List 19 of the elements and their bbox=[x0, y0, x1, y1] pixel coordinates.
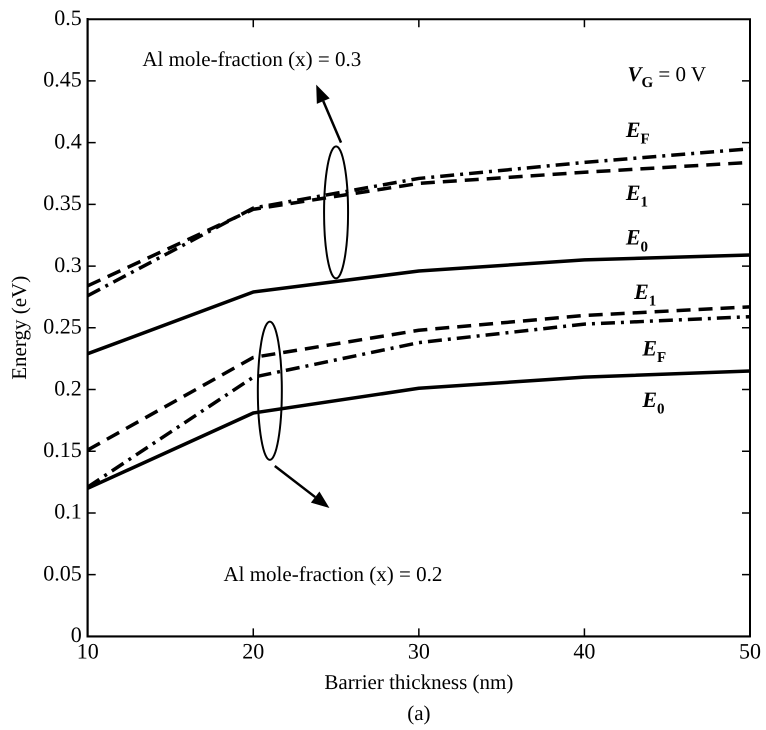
y-tick-label: 0.3 bbox=[54, 252, 82, 277]
y-tick-label: 0.15 bbox=[43, 437, 82, 462]
text: (a) bbox=[407, 701, 431, 725]
annotation: Al mole-fraction (x) = 0.2 bbox=[223, 562, 442, 586]
y-tick-label: 0.25 bbox=[43, 314, 82, 339]
x-tick-label: 50 bbox=[739, 638, 761, 664]
y-tick-label: 0.2 bbox=[54, 375, 82, 400]
x-tick-label: 40 bbox=[573, 638, 596, 664]
y-tick-label: 0.1 bbox=[54, 498, 82, 524]
y-tick-label: 0.4 bbox=[54, 128, 82, 154]
x-tick-label: 30 bbox=[408, 638, 430, 664]
y-tick-label: 0.35 bbox=[43, 190, 82, 216]
y-tick-label: 0.45 bbox=[43, 66, 82, 92]
annotation: Al mole-fraction (x) = 0.3 bbox=[142, 47, 362, 72]
x-tick-label: 20 bbox=[242, 638, 264, 664]
x-axis-title: Barrier thickness (nm) bbox=[324, 670, 514, 694]
y-tick-label: 0.5 bbox=[54, 4, 82, 30]
y-axis-title: Energy (eV) bbox=[7, 276, 32, 380]
y-tick-label: 0.05 bbox=[43, 560, 82, 586]
